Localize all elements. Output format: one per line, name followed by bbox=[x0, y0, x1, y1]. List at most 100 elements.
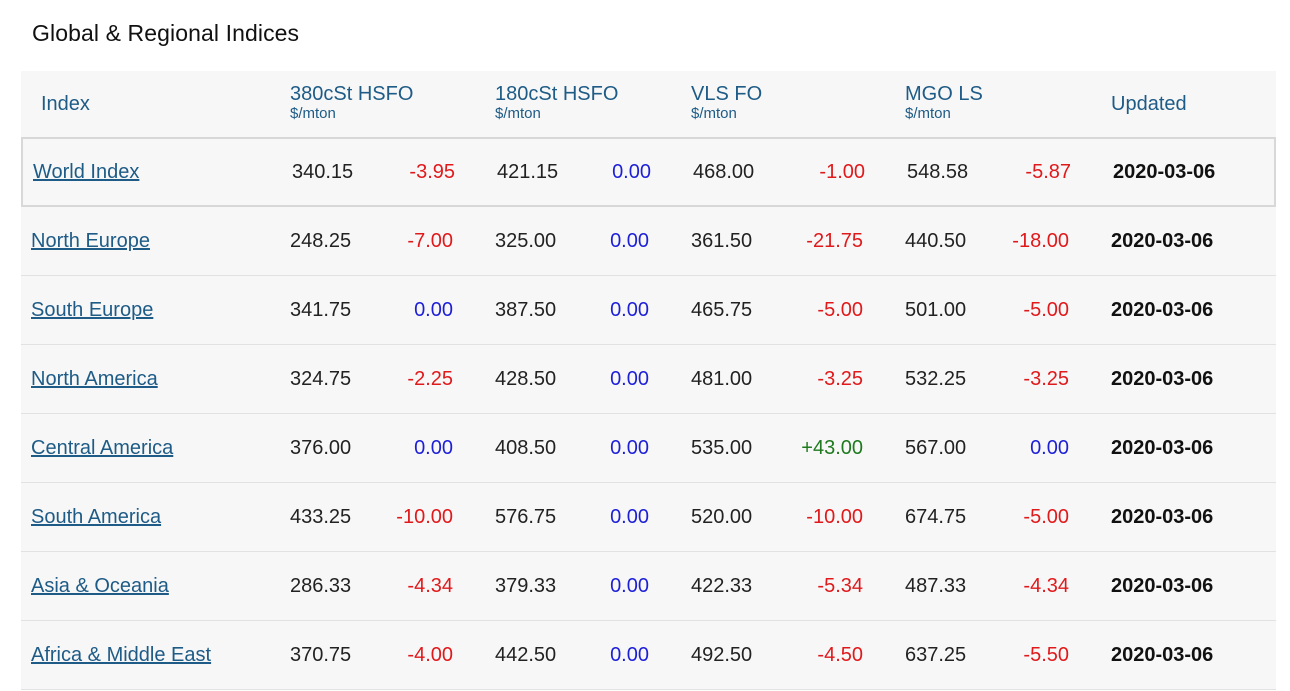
change-380cst-hsfo: -10.00 bbox=[396, 506, 453, 528]
price-mgo-ls: 440.50 bbox=[905, 230, 967, 252]
change-180cst-hsfo: 0.00 bbox=[610, 299, 649, 321]
price-mgo-ls: 532.25 bbox=[905, 368, 967, 390]
table-row: Central America 376.00 0.00 408.50 0.00 … bbox=[21, 414, 1276, 483]
index-link-africa-middle-east[interactable]: Africa & Middle East bbox=[31, 644, 212, 666]
change-380cst-hsfo: 0.00 bbox=[414, 437, 453, 459]
header-vls-fo-unit: $/mton bbox=[691, 105, 737, 122]
price-mgo-ls: 567.00 bbox=[905, 437, 967, 459]
header-380cst-hsfo-unit: $/mton bbox=[290, 105, 336, 122]
price-380cst-hsfo: 341.75 bbox=[290, 299, 352, 321]
change-vls-fo: -3.25 bbox=[817, 368, 863, 390]
price-mgo-ls: 548.58 bbox=[907, 161, 969, 183]
change-vls-fo: +43.00 bbox=[801, 437, 863, 459]
price-380cst-hsfo: 433.25 bbox=[290, 506, 352, 528]
change-vls-fo: -5.34 bbox=[817, 575, 863, 597]
price-180cst-hsfo: 387.50 bbox=[495, 299, 557, 321]
price-vls-fo: 468.00 bbox=[693, 161, 755, 183]
header-mgo-ls-name: MGO LS bbox=[905, 83, 983, 105]
change-380cst-hsfo: -4.34 bbox=[407, 575, 453, 597]
header-updated: Updated bbox=[1111, 93, 1187, 115]
price-180cst-hsfo: 325.00 bbox=[495, 230, 557, 252]
updated-date: 2020-03-06 bbox=[1111, 299, 1214, 321]
index-link-north-europe[interactable]: North Europe bbox=[31, 230, 150, 252]
header-180cst-hsfo-name: 180cSt HSFO bbox=[495, 83, 619, 105]
price-vls-fo: 535.00 bbox=[691, 437, 753, 459]
price-mgo-ls: 487.33 bbox=[905, 575, 967, 597]
change-vls-fo: -4.50 bbox=[817, 644, 863, 666]
change-mgo-ls: -18.00 bbox=[1012, 230, 1069, 252]
index-link-central-america[interactable]: Central America bbox=[31, 437, 174, 459]
change-mgo-ls: -3.25 bbox=[1023, 368, 1069, 390]
table-row: World Index 340.15 -3.95 421.15 0.00 468… bbox=[21, 137, 1276, 207]
index-link-world-index[interactable]: World Index bbox=[33, 161, 140, 183]
table-row: North Europe 248.25 -7.00 325.00 0.00 36… bbox=[21, 207, 1276, 276]
table-row: South Europe 341.75 0.00 387.50 0.00 465… bbox=[21, 276, 1276, 345]
index-link-south-europe[interactable]: South Europe bbox=[31, 299, 154, 321]
change-vls-fo: -5.00 bbox=[817, 299, 863, 321]
price-mgo-ls: 637.25 bbox=[905, 644, 967, 666]
change-180cst-hsfo: 0.00 bbox=[610, 368, 649, 390]
change-380cst-hsfo: 0.00 bbox=[414, 299, 453, 321]
price-180cst-hsfo: 421.15 bbox=[497, 161, 559, 183]
indices-table: Index 380cSt HSFO $/mton 180cSt HSFO $/m… bbox=[21, 71, 1276, 690]
index-link-south-america[interactable]: South America bbox=[31, 506, 162, 528]
price-380cst-hsfo: 376.00 bbox=[290, 437, 352, 459]
page-title: Global & Regional Indices bbox=[32, 20, 300, 46]
change-vls-fo: -10.00 bbox=[806, 506, 863, 528]
header-180cst-hsfo: 180cSt HSFO $/mton bbox=[495, 83, 618, 123]
price-vls-fo: 492.50 bbox=[691, 644, 753, 666]
price-mgo-ls: 674.75 bbox=[905, 506, 967, 528]
price-380cst-hsfo: 370.75 bbox=[290, 644, 352, 666]
change-vls-fo: -1.00 bbox=[819, 161, 865, 183]
price-vls-fo: 481.00 bbox=[691, 368, 753, 390]
updated-date: 2020-03-06 bbox=[1111, 230, 1214, 252]
change-mgo-ls: -5.00 bbox=[1023, 299, 1069, 321]
change-mgo-ls: -5.50 bbox=[1023, 644, 1069, 666]
change-180cst-hsfo: 0.00 bbox=[610, 506, 649, 528]
change-vls-fo: -21.75 bbox=[806, 230, 863, 252]
change-180cst-hsfo: 0.00 bbox=[612, 161, 651, 183]
price-380cst-hsfo: 286.33 bbox=[290, 575, 352, 597]
updated-date: 2020-03-06 bbox=[1111, 575, 1214, 597]
price-180cst-hsfo: 576.75 bbox=[495, 506, 557, 528]
updated-date: 2020-03-06 bbox=[1111, 506, 1214, 528]
change-380cst-hsfo: -7.00 bbox=[407, 230, 453, 252]
change-380cst-hsfo: -2.25 bbox=[407, 368, 453, 390]
price-vls-fo: 361.50 bbox=[691, 230, 753, 252]
price-180cst-hsfo: 408.50 bbox=[495, 437, 557, 459]
change-180cst-hsfo: 0.00 bbox=[610, 437, 649, 459]
price-180cst-hsfo: 442.50 bbox=[495, 644, 557, 666]
index-link-asia-oceania[interactable]: Asia & Oceania bbox=[31, 575, 169, 597]
header-380cst-hsfo-name: 380cSt HSFO bbox=[290, 83, 414, 105]
updated-date: 2020-03-06 bbox=[1111, 437, 1214, 459]
change-mgo-ls: -5.00 bbox=[1023, 506, 1069, 528]
updated-date: 2020-03-06 bbox=[1111, 644, 1214, 666]
price-180cst-hsfo: 428.50 bbox=[495, 368, 557, 390]
table-row: North America 324.75 -2.25 428.50 0.00 4… bbox=[21, 345, 1276, 414]
price-mgo-ls: 501.00 bbox=[905, 299, 967, 321]
price-vls-fo: 520.00 bbox=[691, 506, 753, 528]
change-mgo-ls: 0.00 bbox=[1030, 437, 1069, 459]
change-mgo-ls: -4.34 bbox=[1023, 575, 1069, 597]
header-mgo-ls-unit: $/mton bbox=[905, 105, 951, 122]
header-vls-fo: VLS FO $/mton bbox=[691, 83, 762, 123]
header-380cst-hsfo: 380cSt HSFO $/mton bbox=[290, 83, 413, 123]
price-380cst-hsfo: 324.75 bbox=[290, 368, 352, 390]
table-header: Index 380cSt HSFO $/mton 180cSt HSFO $/m… bbox=[21, 71, 1276, 137]
header-vls-fo-name: VLS FO bbox=[691, 83, 763, 105]
price-vls-fo: 465.75 bbox=[691, 299, 753, 321]
price-180cst-hsfo: 379.33 bbox=[495, 575, 557, 597]
header-mgo-ls: MGO LS $/mton bbox=[905, 83, 983, 123]
change-380cst-hsfo: -3.95 bbox=[409, 161, 455, 183]
change-180cst-hsfo: 0.00 bbox=[610, 575, 649, 597]
change-mgo-ls: -5.87 bbox=[1025, 161, 1071, 183]
price-380cst-hsfo: 340.15 bbox=[292, 161, 354, 183]
updated-date: 2020-03-06 bbox=[1111, 368, 1214, 390]
header-180cst-hsfo-unit: $/mton bbox=[495, 105, 541, 122]
change-180cst-hsfo: 0.00 bbox=[610, 230, 649, 252]
table-row: South America 433.25 -10.00 576.75 0.00 … bbox=[21, 483, 1276, 552]
price-vls-fo: 422.33 bbox=[691, 575, 753, 597]
table-row: Africa & Middle East 370.75 -4.00 442.50… bbox=[21, 621, 1276, 690]
change-380cst-hsfo: -4.00 bbox=[407, 644, 453, 666]
index-link-north-america[interactable]: North America bbox=[31, 368, 158, 390]
